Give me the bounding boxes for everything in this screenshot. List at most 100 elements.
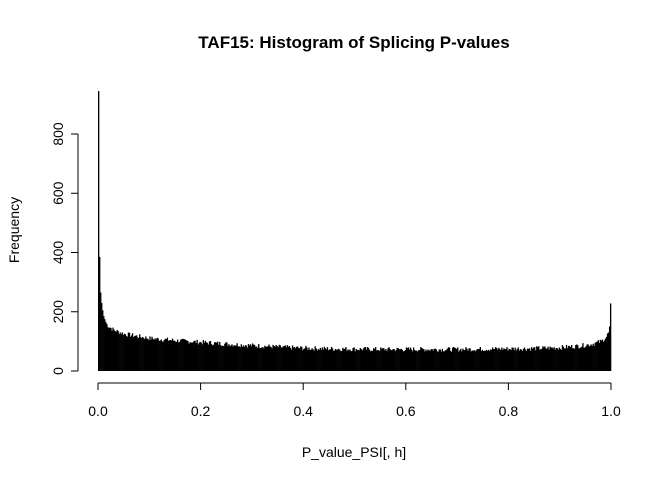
y-axis-label: Frequency bbox=[6, 197, 22, 263]
histogram-bar bbox=[538, 346, 540, 371]
histogram-bar bbox=[254, 346, 257, 371]
histogram-bar bbox=[381, 348, 383, 371]
histogram-bar bbox=[353, 347, 355, 371]
histogram-bar bbox=[580, 347, 582, 371]
histogram-bar bbox=[521, 351, 524, 371]
histogram-bar bbox=[420, 347, 422, 371]
histogram-bar bbox=[310, 349, 312, 371]
histogram-bar bbox=[518, 350, 520, 371]
histogram-bar bbox=[339, 349, 341, 371]
histogram-bar bbox=[478, 348, 480, 371]
histogram-bar bbox=[510, 350, 512, 371]
histogram-bar bbox=[332, 350, 335, 371]
histogram-bar bbox=[435, 349, 437, 371]
histogram-bar bbox=[444, 350, 447, 371]
histogram-bar bbox=[118, 334, 120, 371]
histogram-bar bbox=[171, 338, 174, 371]
histogram-bar bbox=[234, 345, 236, 371]
histogram-bar bbox=[117, 330, 119, 371]
histogram-bar bbox=[513, 350, 515, 371]
histogram-bar bbox=[504, 349, 506, 371]
histogram-bar bbox=[240, 344, 242, 371]
histogram-bar bbox=[104, 319, 106, 371]
histogram-bar bbox=[358, 350, 360, 371]
histogram-bar bbox=[168, 340, 171, 371]
histogram-bar bbox=[379, 350, 381, 371]
histogram-bar bbox=[199, 341, 201, 371]
histogram-bar bbox=[594, 342, 596, 371]
histogram-bar bbox=[131, 333, 134, 371]
histogram-bar bbox=[494, 348, 496, 371]
histogram-bar bbox=[439, 349, 441, 371]
histogram-bar bbox=[550, 347, 552, 371]
histogram-bar bbox=[453, 347, 455, 371]
histogram-bar bbox=[392, 349, 394, 371]
histogram-bar bbox=[138, 338, 140, 371]
histogram-bar bbox=[320, 349, 322, 371]
histogram-bar bbox=[139, 334, 141, 371]
histogram-bar bbox=[598, 342, 601, 371]
histogram-bar bbox=[233, 345, 235, 371]
histogram-bar bbox=[590, 344, 592, 371]
histogram-bar bbox=[436, 351, 438, 371]
histogram-bar bbox=[335, 348, 337, 371]
histogram-bar bbox=[483, 350, 486, 371]
histogram-bar bbox=[457, 347, 459, 371]
histogram-bar bbox=[333, 350, 336, 371]
histogram-bar bbox=[245, 345, 248, 371]
histogram-bar bbox=[506, 347, 508, 371]
histogram-bar bbox=[120, 334, 122, 371]
histogram-bar bbox=[340, 351, 342, 371]
histogram-bar bbox=[101, 302, 103, 371]
histogram-bar bbox=[391, 350, 393, 371]
histogram-bar bbox=[601, 339, 604, 371]
histogram-bar bbox=[213, 342, 216, 371]
histogram-bar bbox=[347, 349, 349, 371]
histogram-bar bbox=[250, 346, 253, 371]
histogram-bar bbox=[349, 349, 351, 371]
histogram-bar bbox=[172, 340, 175, 371]
histogram-bar bbox=[486, 350, 489, 371]
x-axis-label: P_value_PSI[, h] bbox=[302, 444, 406, 460]
histogram-bar bbox=[447, 347, 450, 371]
histogram-bar bbox=[421, 347, 423, 371]
histogram-bar bbox=[427, 349, 429, 371]
histogram-bar bbox=[472, 350, 474, 371]
histogram-bar bbox=[196, 339, 198, 371]
histogram-bar bbox=[132, 337, 135, 371]
histogram-bar bbox=[534, 347, 536, 371]
histogram-bar bbox=[293, 347, 296, 371]
histogram-bar bbox=[188, 343, 190, 371]
histogram-bar bbox=[543, 347, 545, 371]
histogram-bar bbox=[187, 341, 189, 371]
histogram-bar bbox=[261, 347, 263, 371]
histogram-bar bbox=[299, 348, 301, 371]
histogram-bar bbox=[150, 339, 152, 371]
histogram-bar bbox=[244, 345, 247, 371]
histogram-bar bbox=[515, 350, 517, 371]
histogram-bar bbox=[488, 350, 491, 371]
histogram-bar bbox=[241, 346, 243, 371]
histogram-bar bbox=[396, 347, 398, 371]
histogram-bar bbox=[500, 350, 502, 371]
histogram-bar bbox=[303, 348, 305, 371]
y-tick-label: 400 bbox=[50, 241, 66, 265]
histogram-bar bbox=[557, 349, 559, 371]
histogram-bar bbox=[464, 350, 466, 371]
histogram-bar bbox=[166, 337, 169, 371]
y-tick-label: 0 bbox=[50, 367, 66, 375]
histogram-bar bbox=[105, 322, 107, 371]
histogram-bar bbox=[470, 351, 472, 371]
histogram-bar bbox=[247, 344, 250, 371]
histogram-bar bbox=[192, 342, 194, 371]
histogram-bar bbox=[450, 351, 453, 371]
histogram-bar bbox=[370, 350, 373, 371]
histogram-bar bbox=[609, 303, 612, 371]
histogram-bar bbox=[222, 345, 224, 371]
histogram-bar bbox=[153, 340, 155, 371]
histogram-bar bbox=[428, 350, 430, 371]
histogram-bar bbox=[141, 338, 143, 371]
histogram-bar bbox=[495, 347, 497, 371]
histogram-bar bbox=[371, 351, 374, 371]
histogram-bar bbox=[301, 347, 303, 371]
